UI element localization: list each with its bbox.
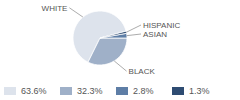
svg-text:WHITE: WHITE <box>42 4 68 13</box>
svg-text:BLACK: BLACK <box>129 67 156 76</box>
html-text:32.3%: 32.3% <box>77 86 103 96</box>
svg-text:HISPANIC: HISPANIC <box>143 21 180 30</box>
html-text:1.3%: 1.3% <box>189 86 210 96</box>
svg-text:ASIAN: ASIAN <box>143 30 167 39</box>
html-text:63.6%: 63.6% <box>21 86 47 96</box>
html-text:2.8%: 2.8% <box>133 86 154 96</box>
